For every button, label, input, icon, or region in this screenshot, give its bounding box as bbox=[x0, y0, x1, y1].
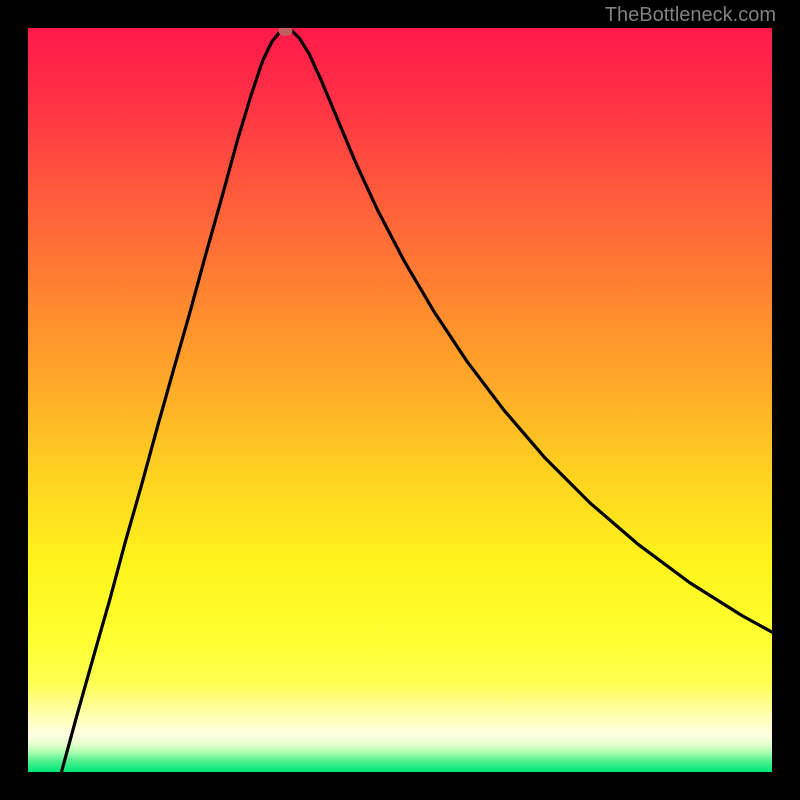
chart-background bbox=[28, 28, 772, 772]
chart-svg bbox=[28, 28, 772, 772]
chart-area bbox=[28, 28, 772, 772]
attribution-text: TheBottleneck.com bbox=[605, 4, 776, 27]
